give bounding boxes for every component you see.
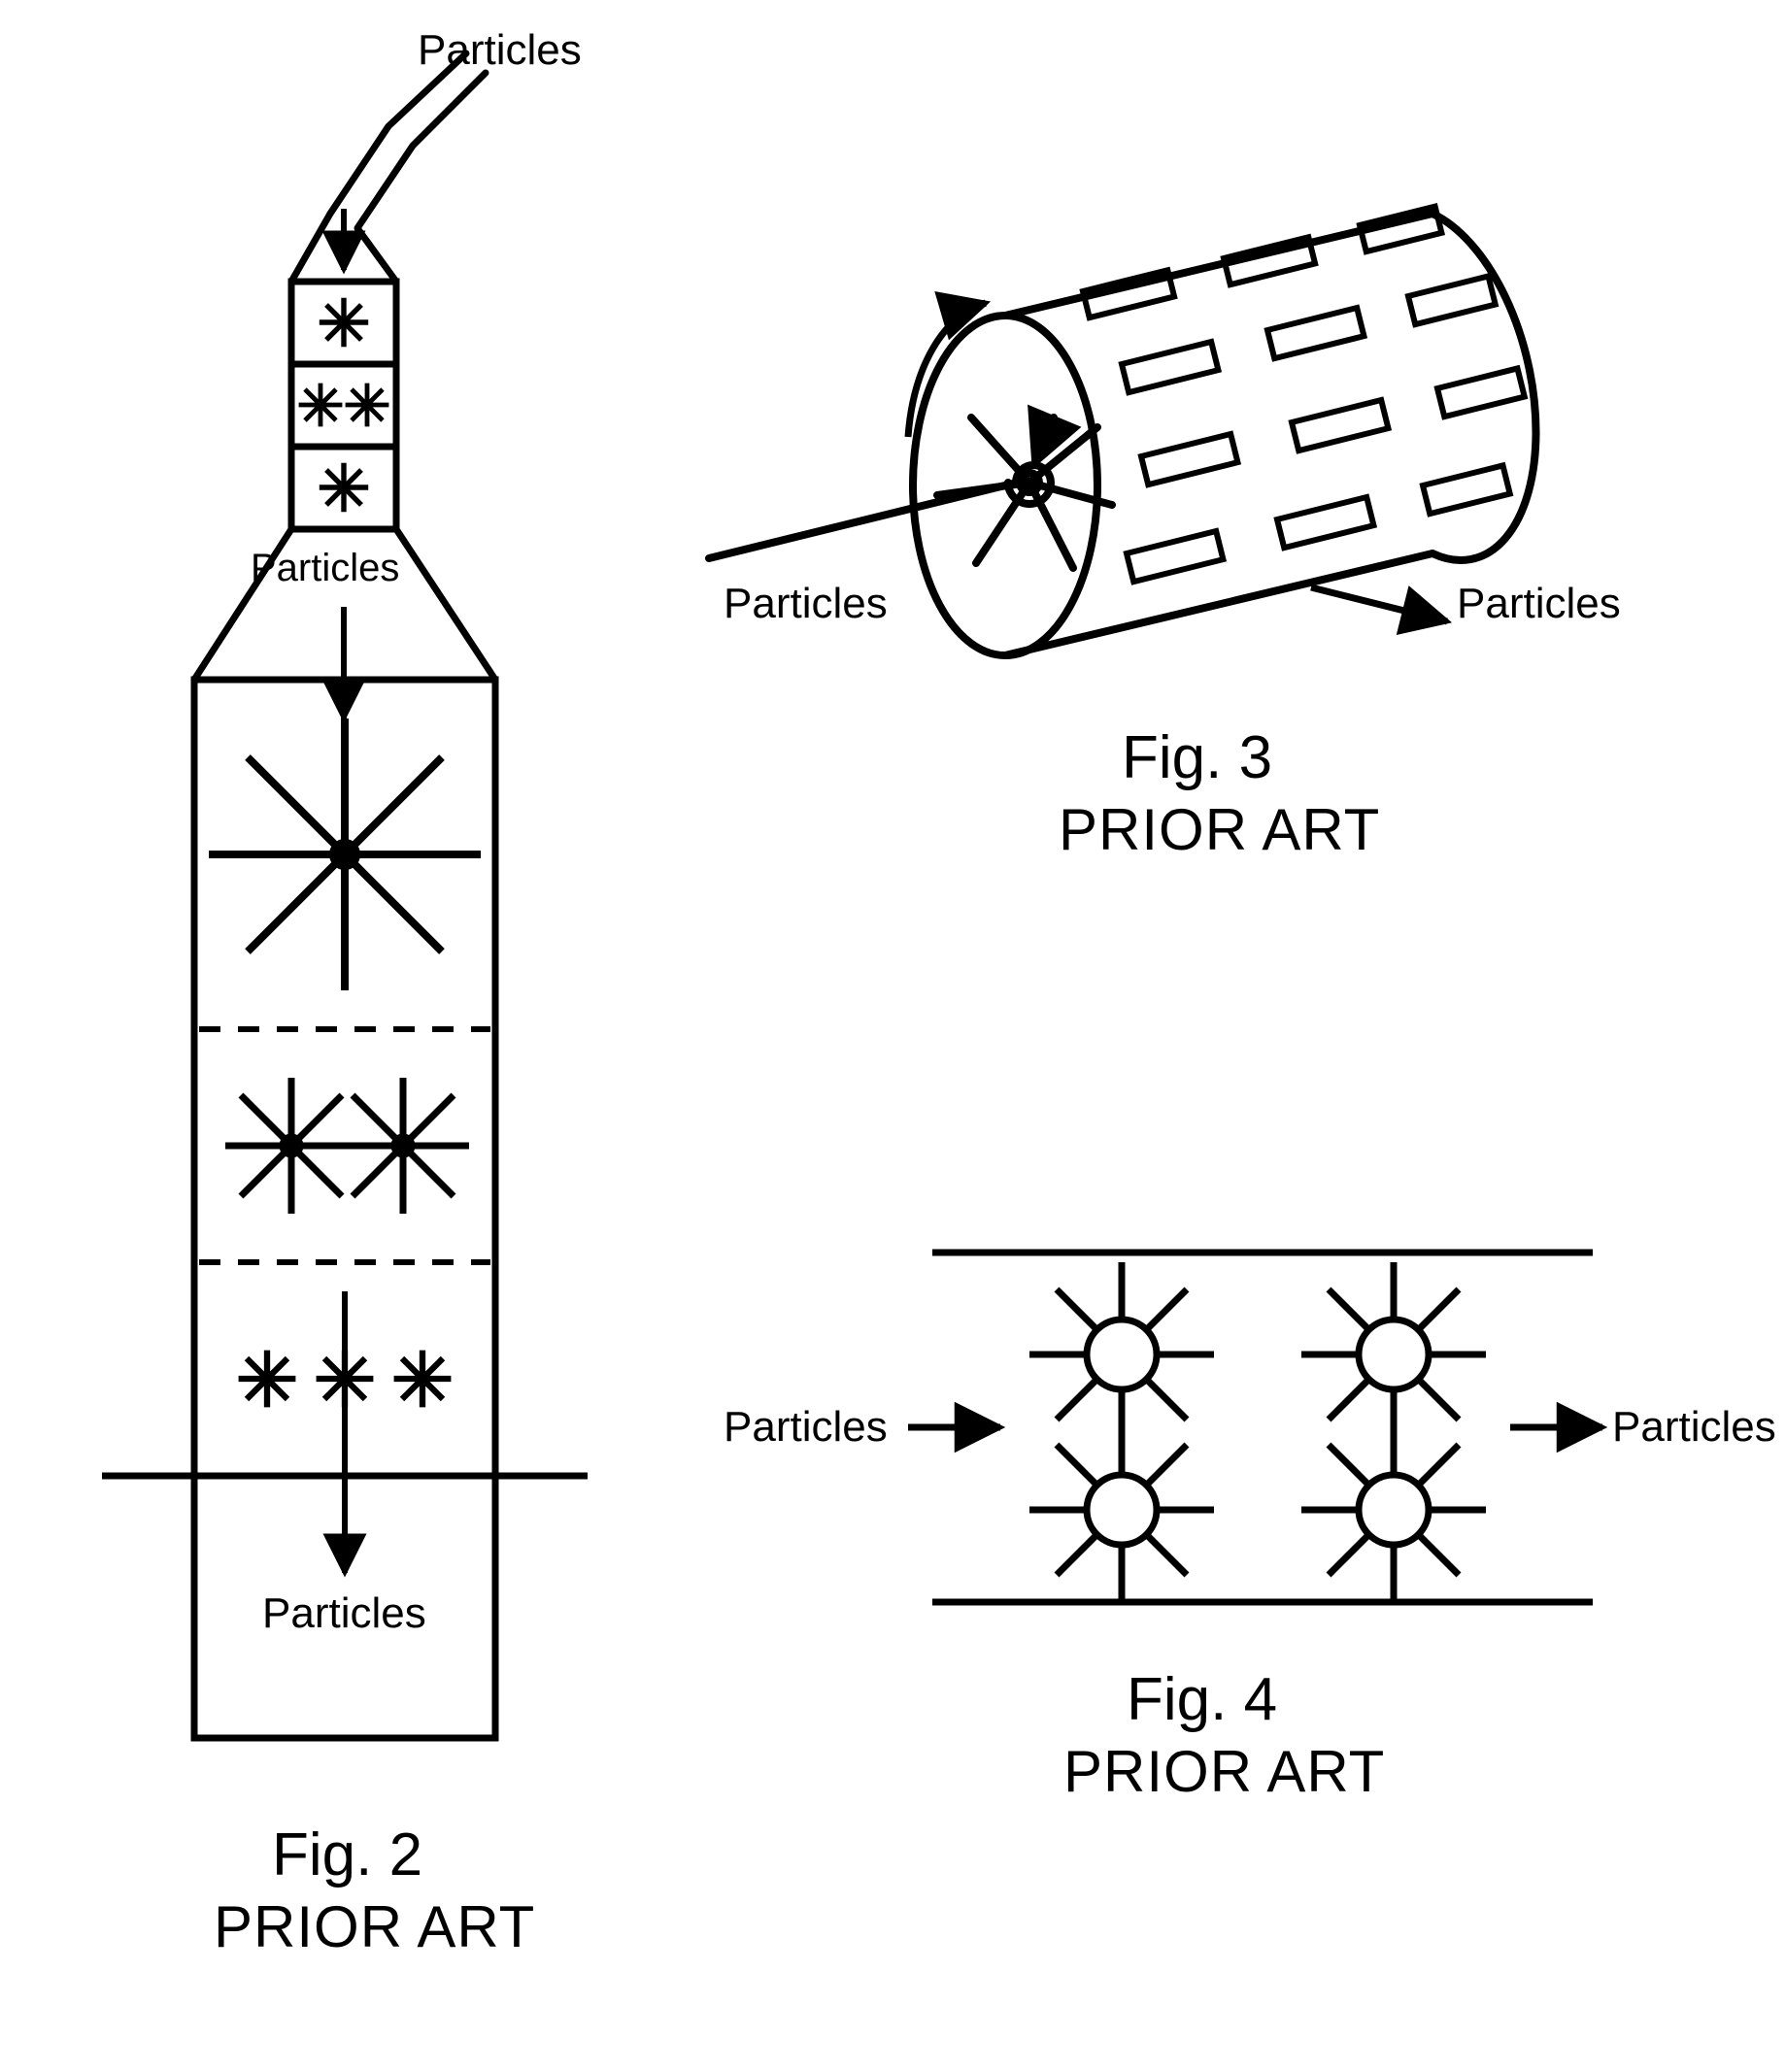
figure-4 [908, 1253, 1602, 1602]
fig2-label-top: Particles [418, 29, 582, 72]
fig3-label-in: Particles [724, 583, 888, 625]
fig4-caption: Fig. 4 [1127, 1670, 1277, 1730]
fig4-subcaption: PRIOR ART [1063, 1743, 1385, 1801]
fig4-label-out: Particles [1612, 1406, 1776, 1449]
figure-2 [102, 53, 588, 1738]
fig2-label-mid: Particles [251, 549, 399, 587]
fig2-subcaption: PRIOR ART [214, 1898, 535, 1956]
fig4-label-in: Particles [724, 1406, 888, 1449]
fig3-caption: Fig. 3 [1122, 728, 1272, 788]
diagram-svg [0, 0, 1786, 2072]
fig3-subcaption: PRIOR ART [1059, 801, 1380, 859]
page: Particles Particles Particles Fig. 2 PRI… [0, 0, 1786, 2072]
fig2-caption: Fig. 2 [272, 1825, 422, 1886]
fig3-label-out: Particles [1457, 583, 1621, 625]
fig2-label-bottom: Particles [262, 1592, 426, 1635]
